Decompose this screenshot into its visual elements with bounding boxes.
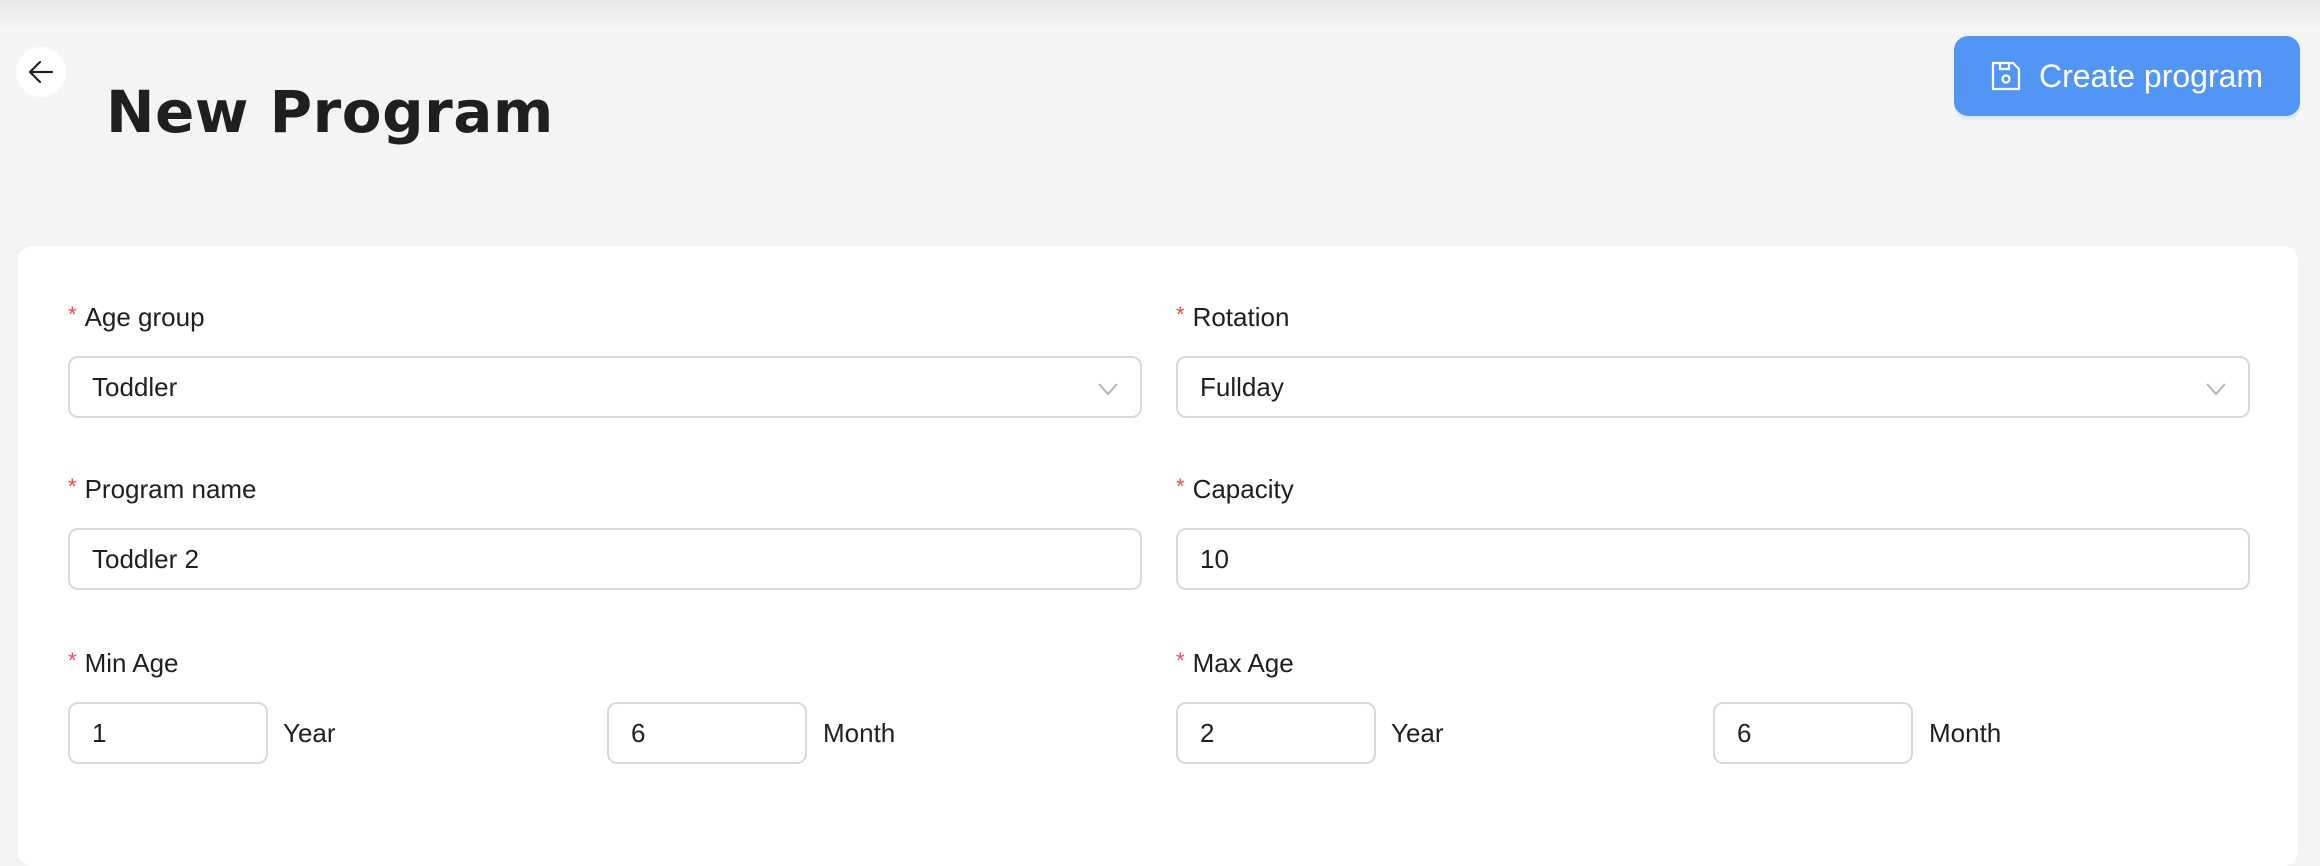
floppy-disk-icon: [1991, 61, 2021, 91]
program-form-card: * Age group Toddler * Rotation Fullday * Pr…: [18, 246, 2298, 866]
min-age-label-text: Min Age: [84, 648, 179, 678]
age-group-label: * Age group: [68, 302, 205, 333]
create-program-label: Create program: [2038, 57, 2264, 94]
rotation-label-text: Rotation: [1192, 302, 1290, 332]
required-marker: *: [1176, 648, 1185, 673]
back-button[interactable]: [16, 47, 66, 97]
create-program-button[interactable]: Create program: [1954, 36, 2300, 116]
age-group-select[interactable]: Toddler: [68, 356, 1142, 418]
chevron-down-icon: [1098, 383, 1118, 396]
required-marker: *: [68, 648, 77, 673]
program-name-label-text: Program name: [84, 474, 257, 504]
rotation-select[interactable]: Fullday: [1176, 356, 2250, 418]
required-marker: *: [1176, 302, 1185, 327]
max-age-label-text: Max Age: [1192, 648, 1294, 678]
min-age-months-input[interactable]: [607, 702, 807, 764]
program-name-label: * Program name: [68, 474, 257, 505]
rotation-value: Fullday: [1200, 371, 1284, 402]
required-marker: *: [1176, 474, 1185, 499]
age-group-label-text: Age group: [84, 302, 205, 332]
rotation-label: * Rotation: [1176, 302, 1289, 333]
top-shadow: [0, 0, 2320, 30]
required-marker: *: [68, 474, 77, 499]
min-age-years-input[interactable]: [68, 702, 268, 764]
capacity-label-text: Capacity: [1192, 474, 1294, 504]
max-age-month-unit: Month: [1929, 718, 2002, 748]
age-group-value: Toddler: [92, 371, 178, 402]
page-title: New Program: [106, 78, 554, 146]
max-age-months-input[interactable]: [1713, 702, 1913, 764]
required-marker: *: [68, 302, 77, 327]
min-age-year-unit: Year: [283, 718, 336, 748]
program-name-input[interactable]: [68, 528, 1142, 590]
max-age-year-unit: Year: [1391, 718, 1444, 748]
max-age-label: * Max Age: [1176, 648, 1294, 679]
min-age-month-unit: Month: [823, 718, 896, 748]
max-age-years-input[interactable]: [1176, 702, 1376, 764]
capacity-label: * Capacity: [1176, 474, 1294, 505]
min-age-label: * Min Age: [68, 648, 179, 679]
chevron-down-icon: [2206, 383, 2226, 396]
arrow-left-icon: [28, 60, 54, 84]
capacity-input[interactable]: [1176, 528, 2250, 590]
